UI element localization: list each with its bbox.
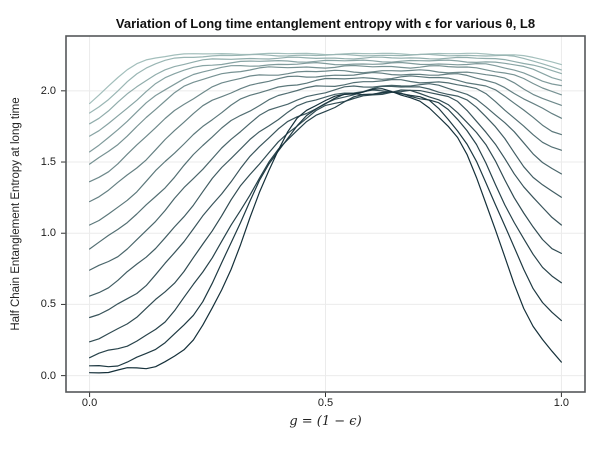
chart-title: Variation of Long time entanglement entr… — [115, 16, 536, 31]
y-tick-label: 1.5 — [40, 156, 56, 169]
x-tick-label: 1.0 — [553, 397, 570, 409]
y-tick-label: 2.0 — [40, 84, 56, 97]
series-line-curve-07 — [88, 69, 563, 183]
x-axis-label: g = (1 − ϵ) — [289, 414, 362, 429]
x-tick-label: 0.5 — [317, 397, 334, 409]
series-line-curve-02 — [88, 53, 563, 114]
series-line-curve-12 — [88, 85, 563, 297]
y-tick-label: 0.5 — [40, 298, 56, 311]
series-line-curve-04 — [88, 59, 563, 137]
frame-rect — [65, 35, 586, 393]
series-line-curve-15 — [88, 91, 563, 359]
series-line-curve-16 — [88, 91, 563, 368]
series-line-curve-14 — [88, 89, 563, 343]
y-tick-label: 1.0 — [40, 227, 56, 240]
series-line-curve-08 — [88, 71, 563, 203]
series-line-curve-06 — [88, 64, 563, 165]
series-line-curve-17-darkest — [88, 88, 563, 374]
plot-frame — [65, 35, 586, 393]
axis-ticks — [61, 90, 562, 397]
series-line-curve-03 — [88, 56, 563, 125]
series-line-curve-09 — [88, 75, 563, 226]
series-line-curve-10 — [88, 78, 563, 250]
x-tick-label: 0.0 — [81, 397, 98, 409]
series-lines — [88, 52, 563, 374]
series-line-curve-05 — [88, 61, 563, 153]
y-tick-label: 0.0 — [40, 369, 56, 382]
series-line-curve-11 — [88, 83, 563, 271]
